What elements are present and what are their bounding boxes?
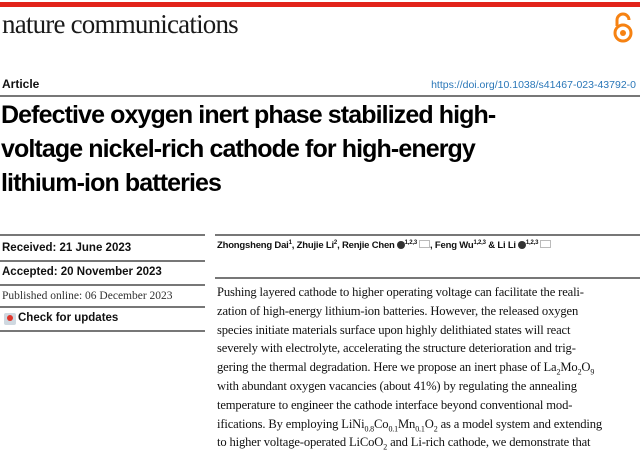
abstract-line: to higher voltage-operated LiCoO2 and Li… <box>217 433 637 452</box>
affiliation-number: 1 <box>288 240 292 246</box>
check-for-updates-icon[interactable] <box>4 313 16 325</box>
abstract-line: severely with electrolyte, accelerating … <box>217 339 637 358</box>
affiliation-number: 1,2,3 <box>404 240 418 246</box>
title-line: lithium-ion batteries <box>1 169 222 197</box>
divider <box>0 95 640 97</box>
abstract-line: gering the thermal degradation. Here we … <box>217 358 637 377</box>
abstract-line: temperature to engineer the cathode inte… <box>217 396 637 415</box>
author-separator: , <box>337 240 342 252</box>
text-segment: and Li-rich cathode, we demonstrate that <box>387 435 591 450</box>
subscript: 0.8 <box>364 424 375 434</box>
author-separator: , <box>291 240 297 252</box>
text-segment: gering the thermal degradation. Here we … <box>217 360 557 375</box>
author-name[interactable]: Li Li <box>497 240 516 252</box>
text-segment: O <box>424 416 434 431</box>
text-segment: to higher voltage-operated LiCoO <box>217 435 384 450</box>
divider <box>0 306 205 308</box>
subscript: 0.1 <box>388 424 398 434</box>
text-segment: Pushing layered cathode to higher operat… <box>217 285 584 299</box>
divider <box>0 260 205 262</box>
author-name[interactable]: Zhongsheng Dai <box>217 240 289 252</box>
text-segment: species initiate materials surface upon … <box>217 322 571 337</box>
title-line: Defective oxygen inert phase stabilized … <box>1 101 496 129</box>
divider <box>215 234 640 236</box>
article-type: Article <box>2 77 40 91</box>
text-segment: zation of high-energy lithium-ion batter… <box>217 303 579 318</box>
author-list: Zhongsheng Dai1, Zhujie Li2, Renjie Chen… <box>217 240 637 251</box>
abstract-line: Pushing layered cathode to higher operat… <box>217 283 637 302</box>
text-segment: severely with electrolyte, accelerating … <box>217 341 576 356</box>
divider <box>0 330 205 332</box>
subscript: 2 <box>577 367 582 377</box>
text-segment: Mn <box>398 416 416 431</box>
author-name[interactable]: Feng Wu <box>434 240 474 252</box>
divider <box>215 277 640 279</box>
email-icon[interactable] <box>540 240 552 249</box>
subscript: 0.1 <box>415 424 425 434</box>
subscript: 2 <box>556 367 561 377</box>
text-segment: O <box>581 360 591 375</box>
text-segment: Co <box>374 416 389 431</box>
open-access-lock-icon <box>613 12 633 43</box>
orcid-icon[interactable] <box>517 241 526 250</box>
abstract-line: zation of high-energy lithium-ion batter… <box>217 302 637 321</box>
text-segment: ifications. By employing LiNi <box>217 416 365 431</box>
text-segment: with abundant oxygen vacancies (about 41… <box>217 378 577 393</box>
affiliation-number: 1,2,3 <box>473 240 486 246</box>
text-segment: temperature to engineer the cathode inte… <box>217 397 573 412</box>
subscript: 9 <box>590 367 595 377</box>
author-separator: , <box>430 240 435 252</box>
doi-link[interactable]: https://doi.org/10.1038/s41467-023-43792… <box>431 79 636 91</box>
abstract-line: ifications. By employing LiNi0.8Co0.1Mn0… <box>217 415 637 434</box>
text-segment: as a model system and extending <box>437 416 603 431</box>
affiliation-number: 2 <box>333 240 338 246</box>
divider <box>0 284 205 286</box>
text-segment: Mo <box>560 360 578 375</box>
author-name[interactable]: Renjie Chen <box>341 240 395 252</box>
title-line: voltage nickel-rich cathode for high-ene… <box>1 135 476 163</box>
received-date: Received: 21 June 2023 <box>2 242 132 254</box>
affiliation-number: 1,2,3 <box>525 240 539 246</box>
accepted-date: Accepted: 20 November 2023 <box>2 266 162 278</box>
check-for-updates-link[interactable]: Check for updates <box>18 312 119 324</box>
abstract-line: with abundant oxygen vacancies (about 41… <box>217 377 637 396</box>
journal-brand-bar <box>0 2 640 7</box>
abstract-line: species initiate materials surface upon … <box>217 321 637 340</box>
author-separator: & <box>485 240 498 252</box>
author-name[interactable]: Zhujie Li <box>296 240 334 252</box>
orcid-icon[interactable] <box>396 241 405 250</box>
published-date: Published online: 06 December 2023 <box>2 290 173 302</box>
divider <box>0 234 205 236</box>
journal-name: nature communications <box>2 9 239 39</box>
email-icon[interactable] <box>419 240 431 249</box>
